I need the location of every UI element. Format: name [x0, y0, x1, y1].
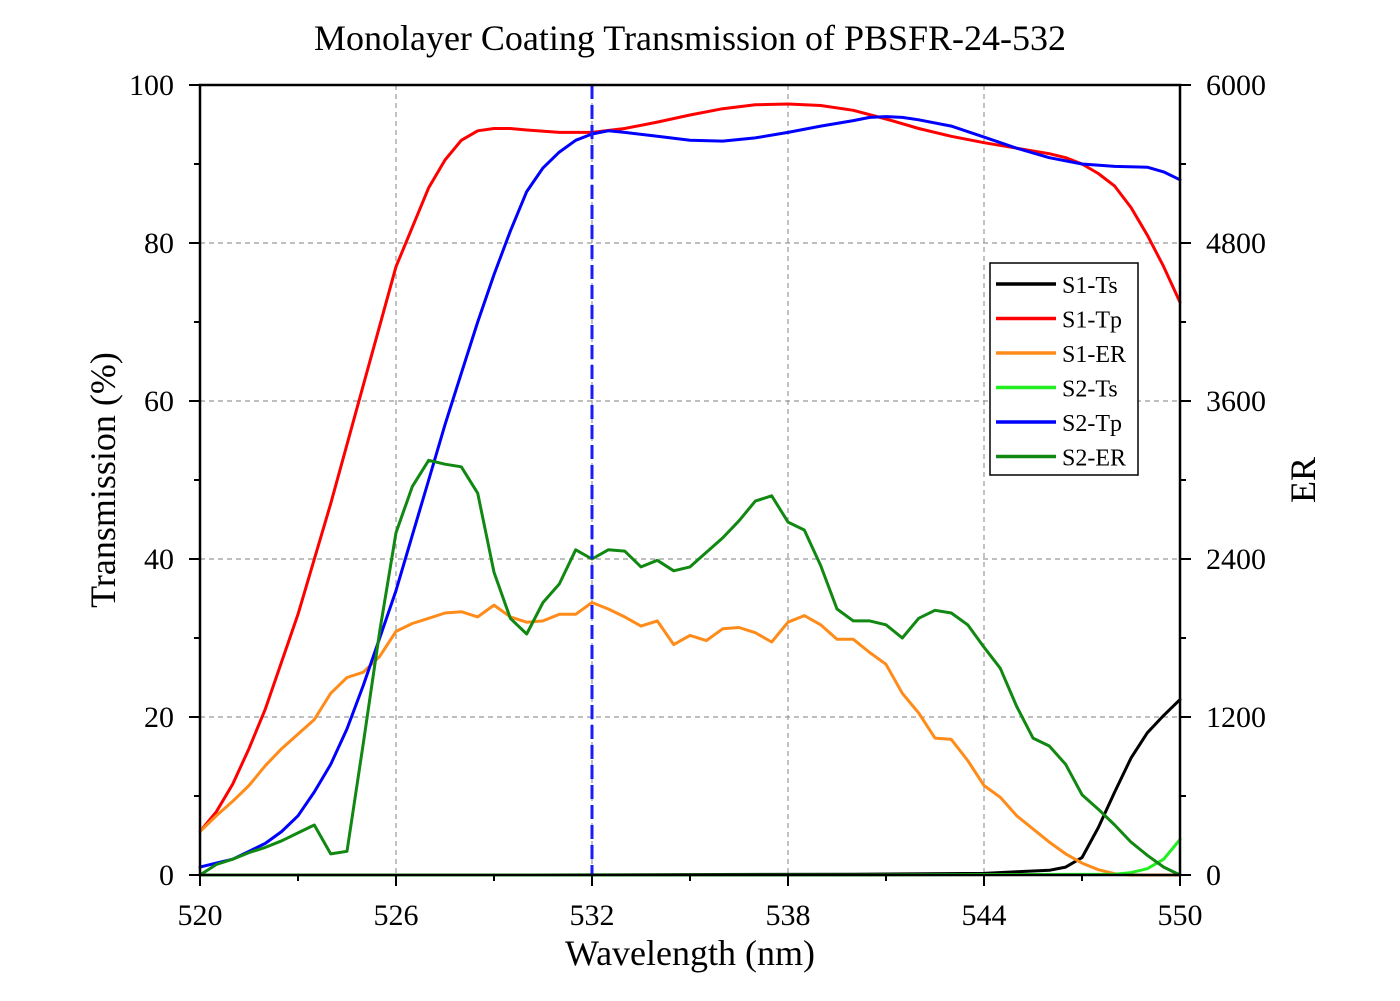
x-tick-label: 526 — [374, 899, 419, 932]
x-tick-label: 538 — [766, 899, 811, 932]
chart-title: Monolayer Coating Transmission of PBSFR-… — [314, 18, 1066, 58]
y2-tick-label: 3600 — [1206, 385, 1266, 418]
legend-label-s2-tp: S2-Tp — [1062, 411, 1122, 437]
y-axis-label: Transmission (%) — [83, 352, 123, 608]
y2-tick-label: 6000 — [1206, 69, 1266, 102]
x-tick-label: 532 — [570, 899, 615, 932]
legend-label-s1-ts: S1-Ts — [1062, 273, 1118, 299]
y-tick-label: 80 — [144, 227, 174, 260]
y-tick-label: 100 — [129, 69, 174, 102]
x-axis-label: Wavelength (nm) — [565, 933, 815, 973]
legend-label-s2-ts: S2-Ts — [1062, 377, 1118, 403]
series-line-s1-tp — [198, 102, 1182, 833]
axis-ticks: 520 526 532 538 544 5500204060801000120024003… — [129, 69, 1266, 932]
y-tick-label: 60 — [144, 385, 174, 418]
y2-tick-label: 1200 — [1206, 701, 1266, 734]
y-tick-label: 40 — [144, 543, 174, 576]
grid-lines — [200, 85, 1180, 875]
x-tick-label: 520 — [178, 899, 223, 932]
series-layer — [198, 102, 1182, 877]
y-tick-label: 0 — [159, 859, 174, 892]
legend-label-s1-tp: S1-Tp — [1062, 308, 1122, 334]
y2-axis-label: ER — [1283, 457, 1323, 503]
y2-tick-label: 4800 — [1206, 227, 1266, 260]
legend-box — [989, 262, 1139, 476]
x-tick-label: 544 — [962, 899, 1007, 932]
plot-frame — [198, 83, 1182, 877]
y-tick-label: 20 — [144, 701, 174, 734]
legend-label-s1-er: S1-ER — [1062, 342, 1126, 368]
y2-tick-label: 2400 — [1206, 543, 1266, 576]
x-tick-label: 550 — [1158, 899, 1203, 932]
y2-tick-label: 0 — [1206, 859, 1221, 892]
series-line-s2-er — [198, 458, 1182, 877]
series-line-s1-er — [198, 601, 1182, 877]
legend-label-s2-er: S2-ER — [1062, 446, 1126, 472]
series-line-s2-tp — [198, 115, 1182, 869]
legend: S1-Ts S1-Tp S1-ER S2-Ts S2-Tp S2-ER — [989, 262, 1139, 476]
